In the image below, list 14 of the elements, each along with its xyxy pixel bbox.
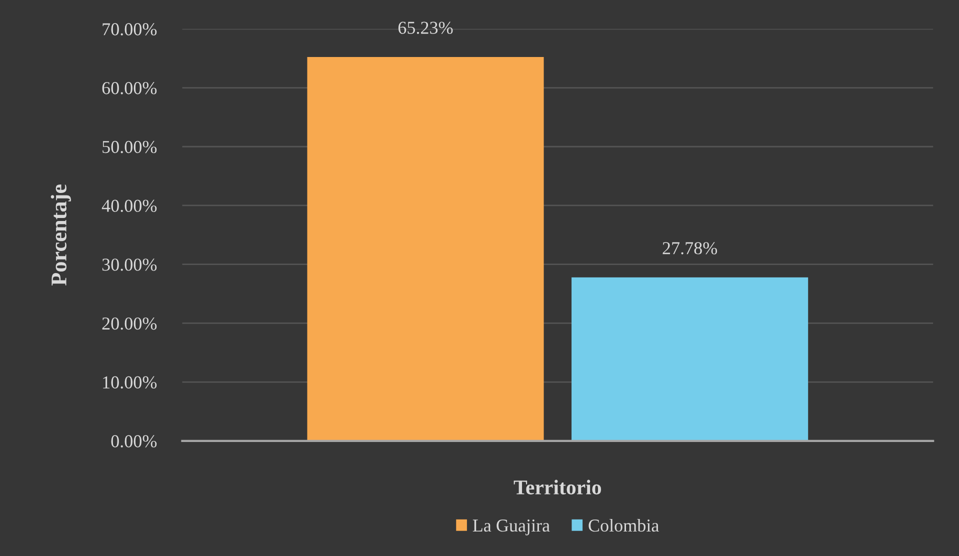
data-label: 27.78% xyxy=(662,242,718,254)
y-tick-label: 20.00% xyxy=(102,317,157,330)
y-tick-label: 30.00% xyxy=(102,258,157,271)
legend-label: La Guajira xyxy=(472,520,550,536)
data-label: 65.23% xyxy=(398,22,453,34)
y-axis-title: Porcentaje xyxy=(50,184,71,286)
y-tick-label: 40.00% xyxy=(102,200,157,212)
y-tick-label: 70.00% xyxy=(102,23,157,36)
y-tick-label: 10.00% xyxy=(103,376,157,389)
y-tick-label: 50.00% xyxy=(102,140,157,154)
y-tick-label: 60.00% xyxy=(102,82,157,94)
legend-label: Colombia xyxy=(588,518,659,532)
y-tick-label: 0.00% xyxy=(111,435,157,448)
x-axis-title: Territorio xyxy=(514,480,602,494)
